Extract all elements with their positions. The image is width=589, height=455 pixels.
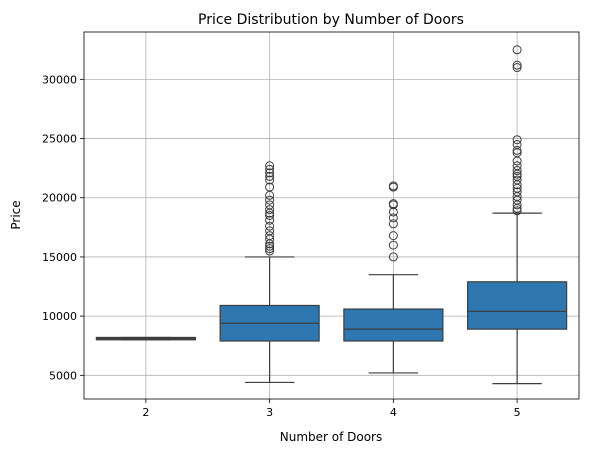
outlier-point (265, 182, 275, 192)
outlier-point (512, 171, 522, 181)
outlier-point (388, 199, 398, 209)
outlier-point (388, 240, 398, 250)
y-axis: 5000 10000 15000 20000 25000 30000 (42, 73, 84, 382)
outlier-point (512, 139, 522, 149)
outlier-point (388, 219, 398, 229)
outlier-point (388, 252, 398, 262)
box-group-5 (467, 45, 568, 385)
outlier-point (265, 246, 275, 256)
y-tick-label: 30000 (42, 73, 77, 86)
outlier-point (512, 161, 522, 171)
box-group-2 (95, 336, 196, 341)
chart-title: Price Distribution by Number of Doors (198, 12, 464, 28)
y-tick-label: 25000 (42, 133, 77, 146)
outlier-point (265, 164, 275, 174)
outlier-point (265, 175, 275, 185)
x-axis: 2 3 4 5 (142, 399, 521, 419)
outlier-point (265, 215, 275, 225)
outlier-point (265, 161, 275, 171)
outlier-point (388, 213, 398, 223)
box-series (95, 45, 568, 385)
x-tick-label: 2 (142, 406, 149, 419)
outlier-point (265, 195, 275, 205)
iqr-box (343, 308, 444, 342)
outlier-point (512, 175, 522, 185)
outlier-point (265, 231, 275, 241)
outlier-point (265, 211, 275, 220)
outlier-point (512, 135, 522, 145)
outlier-point (265, 221, 275, 231)
x-tick-label: 4 (390, 406, 397, 419)
y-tick-label: 20000 (42, 192, 77, 205)
outlier-point (512, 145, 522, 155)
y-tick-label: 15000 (42, 251, 77, 264)
outlier-point (265, 171, 275, 181)
x-tick-label: 3 (266, 406, 273, 419)
outlier-point (388, 181, 398, 191)
outlier-point (388, 231, 398, 241)
outlier-point (265, 205, 275, 215)
outlier-point (512, 60, 522, 70)
y-axis-label: Price (9, 200, 23, 229)
outlier-point (512, 45, 522, 55)
x-axis-label: Number of Doors (280, 430, 383, 444)
outlier-point (512, 63, 522, 73)
outlier-point (265, 200, 275, 210)
outlier-point (265, 244, 275, 254)
y-tick-label: 5000 (49, 369, 77, 382)
outlier-point (265, 226, 275, 236)
outlier-point (512, 206, 522, 216)
outlier-point (512, 166, 522, 176)
outlier-point (512, 187, 522, 197)
plot-area-frame (83, 31, 580, 400)
box-group-3 (219, 161, 320, 384)
y-tick-label: 10000 (42, 310, 77, 323)
x-tick-label: 5 (514, 406, 521, 419)
outlier-point (265, 241, 275, 251)
grid-lines (84, 32, 579, 399)
box-group-4 (343, 181, 444, 374)
outlier-point (265, 168, 275, 178)
iqr-box (467, 281, 568, 330)
